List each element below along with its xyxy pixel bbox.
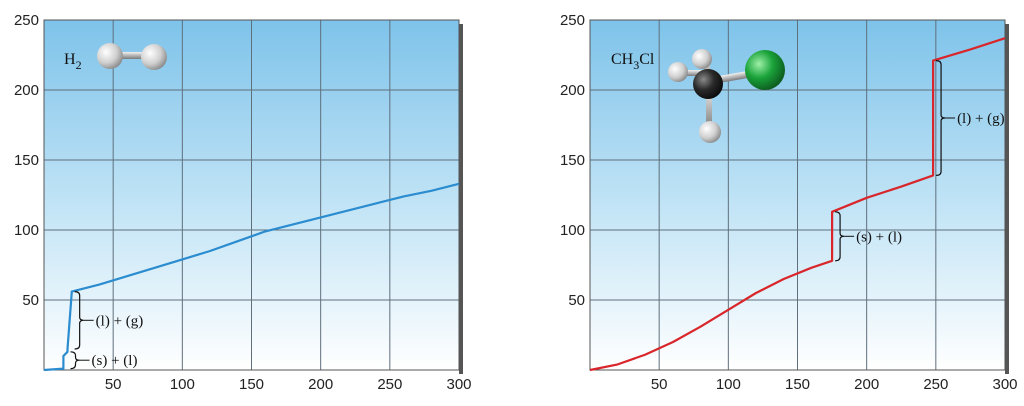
x-tick-labels: 50 100 150 200 250 300 [105,376,472,393]
molecule-formula-label: CH3Cl [611,51,655,72]
bond-icon [706,86,712,130]
x-tick-label: 250 [377,376,402,393]
ch3cl-molecule-model [668,49,785,143]
series-line-layer [589,37,1006,372]
h2-chart-panel: 50 100 150 200 250 50 100 150 200 250 300 (l) + (… [14,12,472,393]
ch3cl-chart-panel: 50 100 150 200 250 50 100 150 200 250 300 (s) + (… [560,12,1018,393]
y-tick-label: 250 [560,12,585,29]
y-tick-label: 100 [560,222,585,239]
y-tick-label: 50 [568,292,585,309]
x-tick-label: 300 [446,376,471,393]
hydrogen-atom-icon [692,49,712,69]
x-tick-label: 300 [992,376,1017,393]
y-tick-label: 250 [14,12,39,29]
x-tick-labels: 50 100 150 200 250 300 [651,376,1018,393]
y-tick-label: 100 [14,222,39,239]
y-tick-label: 200 [560,82,585,99]
frame-shadow [459,24,463,374]
annotation-layer: (l) + (g) (s) + (l) [70,291,144,369]
annotation-layer: (s) + (l) (l) + (g) [835,60,1005,262]
annotation-brace [835,211,845,262]
y-tick-label: 150 [560,152,585,169]
y-tick-labels: 50 100 150 200 250 [14,12,39,309]
annotation-label: (l) + (g) [96,313,144,329]
annotation-label: (l) + (g) [957,111,1005,127]
x-tick-label: 200 [854,376,879,393]
x-tick-label: 100 [716,376,741,393]
y-tick-label: 200 [14,82,39,99]
chlorine-atom-icon [745,50,785,90]
annotation-label: (s) + (l) [92,353,138,369]
x-tick-label: 150 [239,376,264,393]
frame-shadow [1005,24,1009,374]
hydrogen-atom-icon [141,44,167,70]
hydrogen-atom-icon [97,43,123,69]
x-tick-label: 50 [105,376,122,393]
y-tick-label: 150 [14,152,39,169]
x-tick-label: 200 [308,376,333,393]
bond-icon [681,70,707,76]
molecule-formula-label: H2 [64,51,82,72]
y-tick-labels: 50 100 150 200 250 [560,12,585,309]
annotation-label: (s) + (l) [856,229,902,245]
h2-molecule-model [97,43,167,70]
series-line-layer [43,182,460,372]
hydrogen-atom-icon [668,62,688,82]
series-line [43,182,460,372]
x-tick-label: 250 [923,376,948,393]
series-line [589,37,1006,372]
x-tick-label: 50 [651,376,668,393]
x-tick-label: 100 [170,376,195,393]
x-tick-label: 150 [785,376,810,393]
y-tick-label: 50 [22,292,39,309]
carbon-atom-icon [693,69,723,99]
hydrogen-atom-icon [699,121,721,143]
